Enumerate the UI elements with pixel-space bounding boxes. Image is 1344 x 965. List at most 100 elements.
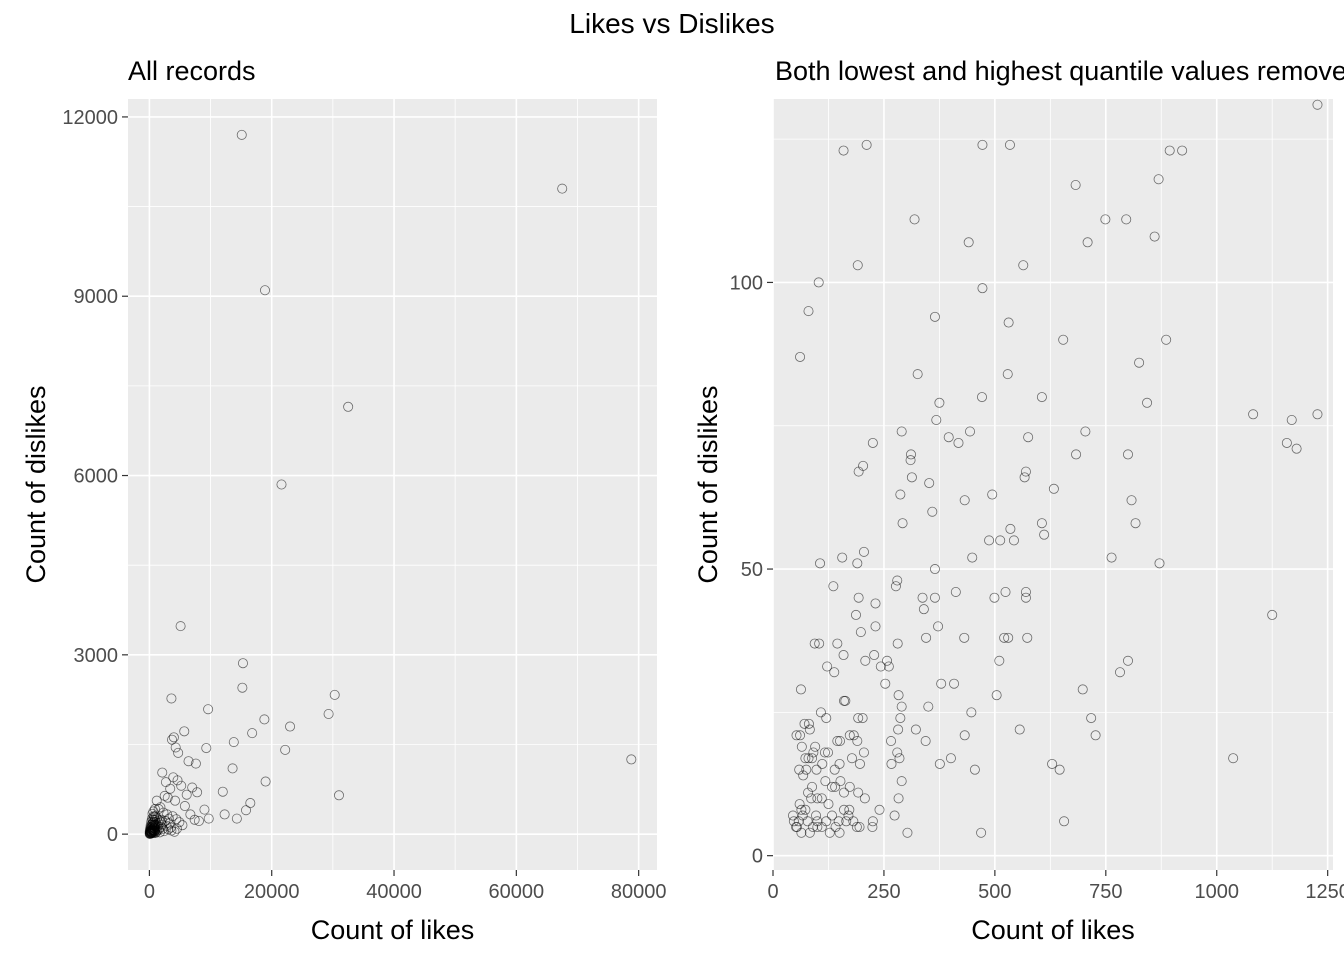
panel1-data-point <box>174 817 185 828</box>
panel1-data-point <box>236 129 247 140</box>
panel2-data-point <box>895 713 906 724</box>
panel2-data-point <box>959 730 970 741</box>
panel2-data-point <box>1022 632 1033 643</box>
panel2-data-point <box>870 621 881 632</box>
panel2-data-point <box>1115 667 1126 678</box>
panel2-data-point <box>1005 523 1016 534</box>
panel2-data-point <box>882 655 893 666</box>
panel2-data-point <box>804 724 815 735</box>
panel2-data-point <box>892 575 903 586</box>
panel1-data-point <box>259 285 270 296</box>
panel2-data-point <box>1130 518 1141 529</box>
panel2-data-point <box>835 776 846 787</box>
panel2-data-point <box>806 793 817 804</box>
panel2-data-point <box>1291 443 1302 454</box>
panel2-data-point <box>910 724 921 735</box>
panel2-data-point <box>892 638 903 649</box>
panel2-data-point <box>819 747 830 758</box>
panel1-x-tick-label: 0 <box>144 881 155 903</box>
panel2-data-point <box>977 139 988 150</box>
panel2-data-point <box>823 799 834 810</box>
panel2-data-point <box>949 678 960 689</box>
panel1-data-point <box>171 814 182 825</box>
panel2-data-point <box>846 753 857 764</box>
panel2-data-point <box>1281 437 1292 448</box>
panel2-data-point <box>788 816 799 827</box>
panel2-data-point <box>1286 415 1297 426</box>
panel2-data-point <box>827 781 838 792</box>
panel2-data-point <box>808 747 819 758</box>
panel2-data-point <box>851 822 862 833</box>
panel1-x-tick-label: 20000 <box>244 881 300 903</box>
panel2-data-point <box>840 695 851 706</box>
panel2-data-point <box>1153 174 1164 185</box>
panel2-data-point <box>894 753 905 764</box>
panel1-x-tick-label: 80000 <box>611 881 667 903</box>
panel1-data-point <box>151 795 162 806</box>
panel2-data-point <box>950 586 961 597</box>
panel2-y-axis-title: Count of dislikes <box>693 385 723 583</box>
panel2-data-point <box>906 472 917 483</box>
panel2-data-point <box>1023 432 1034 443</box>
panel2-data-point <box>1019 472 1030 483</box>
panel2-y-tick-label: 100 <box>730 272 763 294</box>
panel2-data-point <box>809 638 820 649</box>
panel1-data-point <box>260 776 271 787</box>
panel2-data-point <box>892 747 903 758</box>
panel1-data-point <box>203 813 214 824</box>
panel2-data-point <box>796 741 807 752</box>
panel1-data-point <box>179 801 190 812</box>
panel1-y-tick-label: 9000 <box>74 286 119 308</box>
panel1-data-point <box>181 789 192 800</box>
panel1-data-point <box>183 756 194 767</box>
panel2-data-point <box>801 764 812 775</box>
panel2-data-point <box>880 678 891 689</box>
panel2-data-point <box>829 764 840 775</box>
panel2-data-point <box>861 139 872 150</box>
panel2-data-point <box>857 713 868 724</box>
panel1-data-point <box>170 795 181 806</box>
panel1-data-point <box>219 809 230 820</box>
panel2-data-point <box>793 816 804 827</box>
panel2-data-point <box>797 810 808 821</box>
panel2-data-point <box>920 736 931 747</box>
panel1-data-point <box>193 815 204 826</box>
panel2-data-point <box>1014 724 1025 735</box>
panel2-data-point <box>867 816 878 827</box>
panel2-data-point <box>1020 586 1031 597</box>
panel2-data-point <box>1122 655 1133 666</box>
panel2-data-point <box>1058 334 1069 345</box>
panel2-data-point <box>1122 449 1133 460</box>
panel2-data-point <box>936 678 947 689</box>
panel2-data-point <box>912 369 923 380</box>
panel1-data-point <box>231 813 242 824</box>
panel1-data-point <box>189 814 200 825</box>
panel2-data-point <box>918 604 929 615</box>
panel2-data-point <box>1077 684 1088 695</box>
panel2-data-point <box>1036 392 1047 403</box>
panel2-data-point <box>959 632 970 643</box>
panel1-x-axis-title: Count of likes <box>311 915 475 945</box>
panel2-data-point <box>929 564 940 575</box>
panel1-data-point <box>145 820 156 831</box>
panel2-data-point <box>924 478 935 489</box>
panel1-data-point <box>148 817 159 828</box>
panel1-data-point <box>175 621 186 632</box>
panel2-data-point <box>1312 409 1323 420</box>
panel2-data-point <box>844 730 855 741</box>
panel2-data-point <box>893 793 904 804</box>
panel2-data-point <box>811 810 822 821</box>
panel2-data-point <box>832 638 843 649</box>
panel2-data-point <box>803 718 814 729</box>
panel1-data-point <box>199 804 210 815</box>
panel1-data-point <box>172 775 183 786</box>
panel2-data-point <box>1000 586 1011 597</box>
panel2-data-point <box>1003 317 1014 328</box>
panel2-data-point <box>1228 753 1239 764</box>
panel2-data-point <box>969 764 980 775</box>
panel1-data-point <box>170 742 181 753</box>
panel2-data-point <box>844 804 855 815</box>
panel1-data-point <box>228 737 239 748</box>
panel2-data-point <box>905 455 916 466</box>
panel2-data-point <box>816 793 827 804</box>
